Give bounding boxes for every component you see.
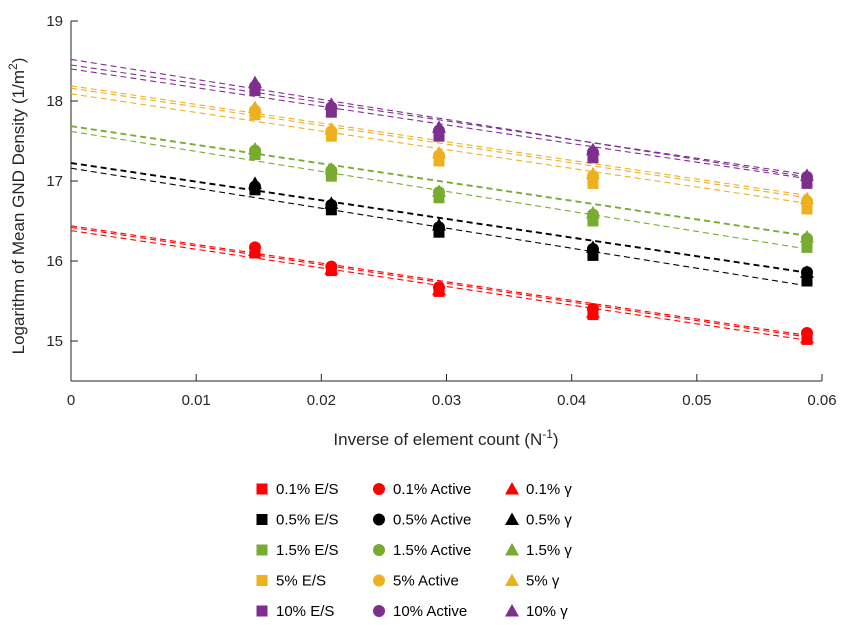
x-tick-label: 0.02: [307, 392, 336, 409]
y-axis-label: Logarithm of Mean GND Density (1/m2): [6, 58, 28, 355]
data-point: [431, 282, 446, 296]
legend-entry-label: 1.5% γ: [526, 542, 572, 559]
data-point: [799, 265, 814, 278]
data-point: [324, 162, 339, 175]
data-point: [801, 203, 813, 215]
data-point: [247, 243, 262, 257]
legend-entry-label: 1.5% Active: [393, 542, 471, 559]
data-points: [247, 75, 814, 345]
data-point: [801, 241, 813, 253]
legend-marker: [256, 514, 268, 525]
y-tick-label: 17: [46, 173, 63, 190]
legend-marker: [505, 512, 519, 525]
y-tick-label: 15: [46, 333, 63, 350]
data-point: [247, 176, 262, 189]
legend-entry-label: 0.1% E/S: [276, 481, 339, 498]
legend-entry-label: 5% E/S: [276, 573, 326, 590]
data-point: [247, 142, 262, 155]
legend-marker: [256, 544, 268, 556]
fit-line-5-active: [70, 87, 808, 199]
legend-marker: [256, 575, 268, 586]
legend-marker: [505, 573, 519, 586]
legend-entry-label: 0.5% Active: [393, 512, 471, 529]
y-tick-label: 18: [46, 93, 63, 110]
data-point: [324, 262, 339, 275]
legend: 0.1% E/S 0.1% Active 0.1% γ 0.5% E/S 0.5% Ac…: [256, 481, 572, 620]
data-point: [585, 240, 600, 253]
legend-entry-label: 10% Active: [393, 603, 467, 620]
legend-marker: [256, 483, 268, 495]
data-point: [799, 230, 814, 243]
fit-line-10-: [70, 58, 808, 178]
legend-marker: [373, 483, 385, 495]
data-point: [431, 120, 446, 133]
data-point: [247, 75, 262, 89]
legend-entry-label: 10% E/S: [276, 603, 334, 620]
legend-marker: [373, 574, 385, 587]
legend-entry-label: 0.5% E/S: [276, 512, 339, 529]
legend-marker: [373, 513, 385, 526]
plot-area: [70, 21, 822, 382]
data-point: [587, 215, 599, 227]
data-point: [585, 166, 600, 180]
data-point: [431, 146, 446, 159]
legend-marker: [373, 544, 385, 556]
fit-line-1-5-active: [70, 126, 808, 237]
y-axis-ticks: 15 16 17 18 19: [46, 13, 78, 350]
data-point: [799, 191, 814, 205]
data-point: [585, 142, 600, 156]
legend-entry-label: 5% Active: [393, 573, 459, 590]
legend-entry-label: 0.1% γ: [526, 481, 572, 498]
data-point: [324, 196, 339, 209]
fit-line-10-active: [70, 64, 808, 176]
y-tick-label: 19: [46, 13, 63, 30]
data-point: [431, 218, 446, 231]
fit-line-0-5-: [70, 162, 808, 273]
data-point: [587, 249, 599, 261]
legend-marker: [373, 605, 385, 617]
legend-entry-label: 1.5% E/S: [276, 542, 339, 559]
data-point: [801, 177, 813, 189]
legend-marker: [505, 482, 519, 495]
data-point: [324, 122, 339, 135]
data-point: [324, 97, 339, 110]
legend-marker: [256, 605, 268, 617]
data-point: [585, 305, 600, 318]
data-point: [431, 184, 446, 197]
x-tick-label: 0.01: [182, 392, 211, 409]
legend-entry-label: 0.1% Active: [393, 481, 471, 498]
x-axis-label: Inverse of element count (N-1): [333, 427, 558, 449]
data-point: [799, 330, 814, 344]
x-tick-label: 0.06: [807, 392, 836, 409]
legend-entry-label: 0.5% γ: [526, 512, 572, 529]
legend-entry-label: 5% γ: [526, 573, 560, 590]
x-axis-ticks: 0 0.01 0.02 0.03 0.04 0.05 0.06: [67, 374, 837, 409]
data-point: [799, 168, 814, 181]
legend-entry-label: 10% γ: [526, 603, 568, 620]
legend-marker: [505, 543, 519, 556]
fit-line-1-5-: [70, 125, 808, 236]
y-tick-label: 16: [46, 253, 63, 270]
data-point: [587, 177, 599, 189]
data-point: [801, 275, 813, 287]
x-tick-label: 0.04: [557, 392, 586, 409]
fit-line-0-1-active: [70, 225, 808, 336]
x-tick-label: 0: [67, 392, 75, 409]
data-point: [247, 100, 262, 113]
data-point: [585, 206, 600, 219]
legend-marker: [505, 604, 519, 617]
x-tick-label: 0.03: [432, 392, 461, 409]
x-tick-label: 0.05: [682, 392, 711, 409]
